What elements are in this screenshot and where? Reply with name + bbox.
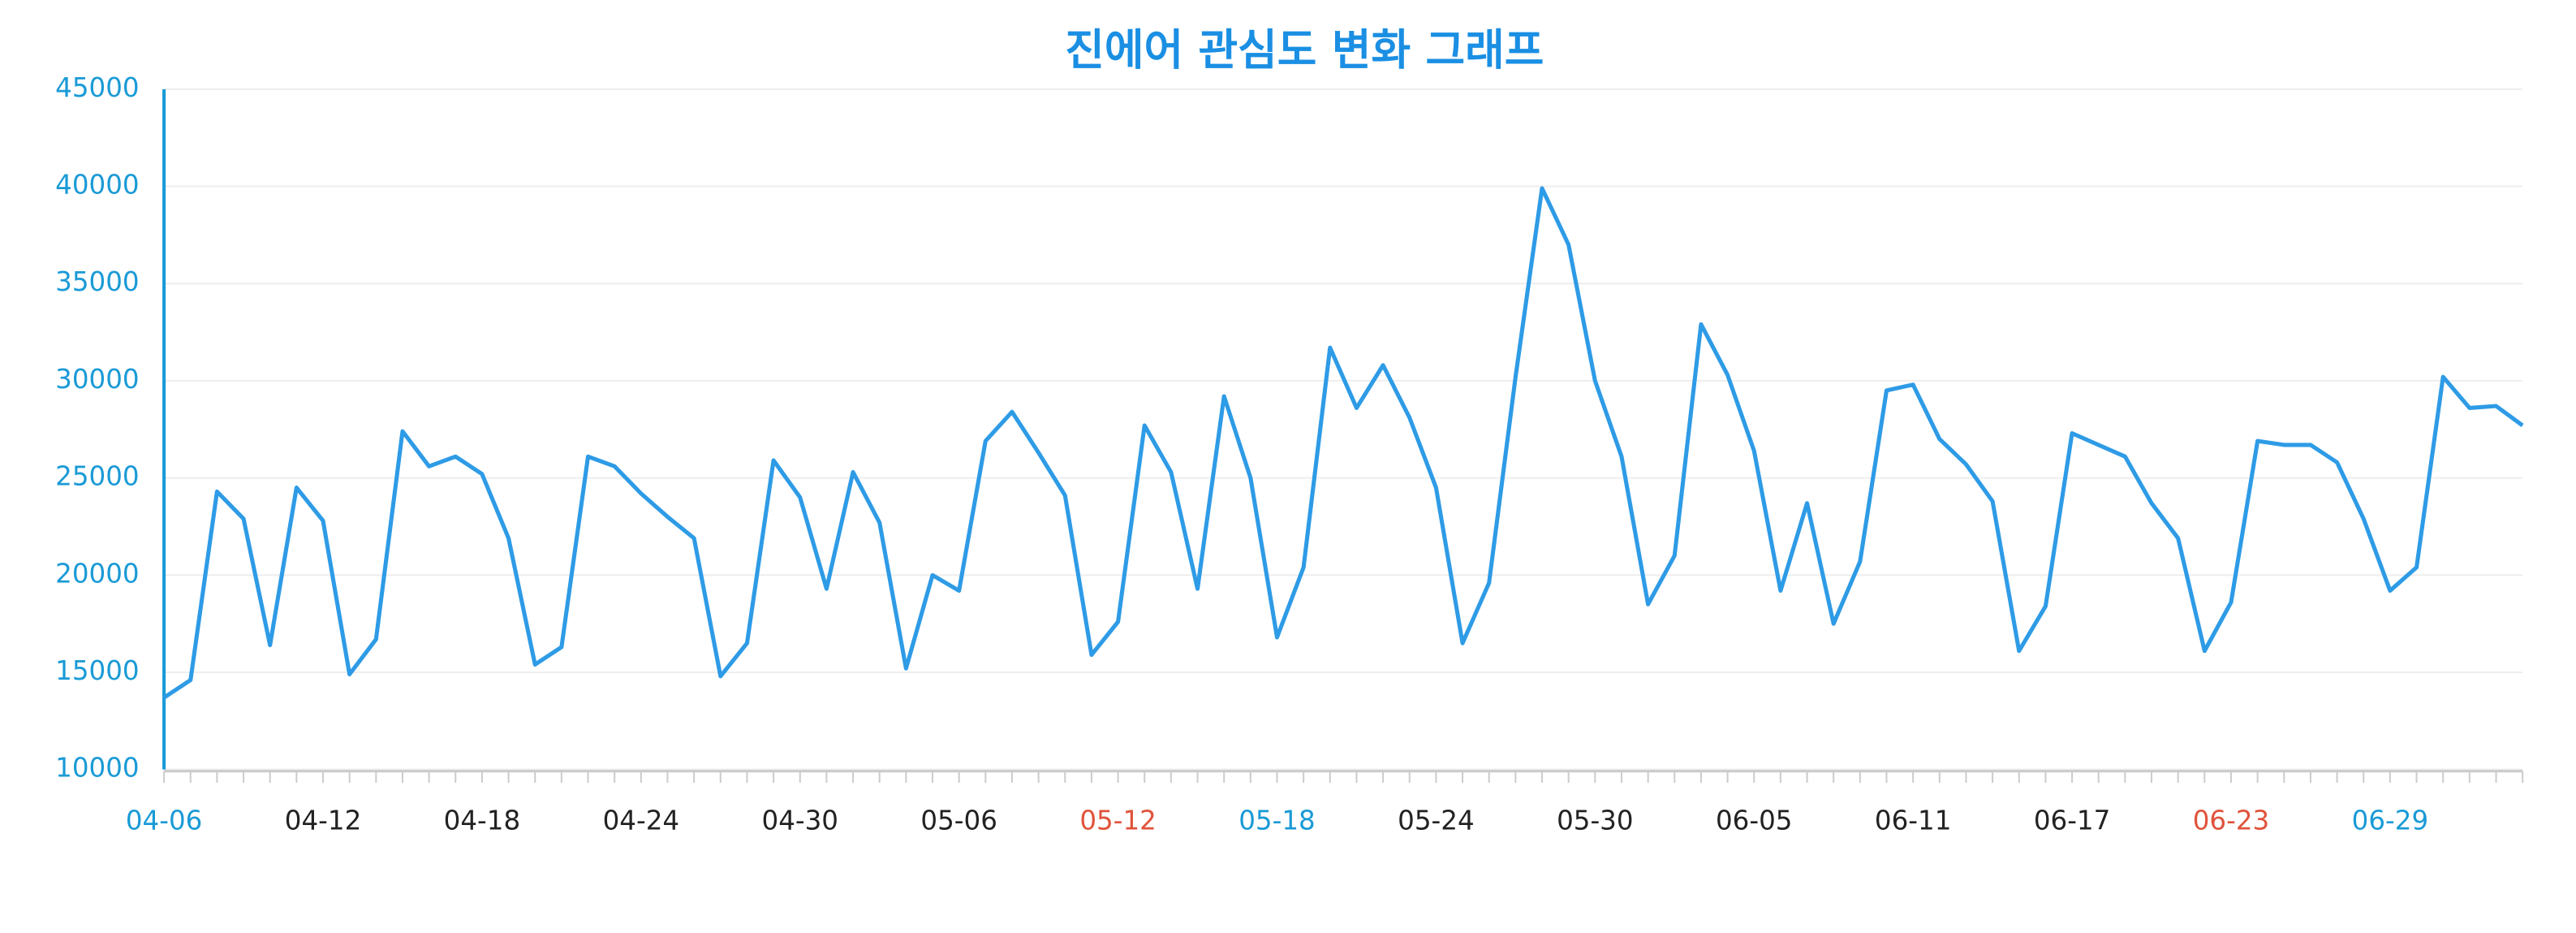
- y-tick-label: 10000: [55, 753, 139, 784]
- x-tick-label: 04-30: [762, 806, 838, 836]
- y-tick-label: 45000: [55, 72, 139, 103]
- x-tick-label: 05-06: [920, 806, 997, 836]
- y-tick-label: 30000: [55, 364, 139, 395]
- x-tick-label: 06-17: [2034, 806, 2110, 836]
- y-tick-label: 25000: [55, 461, 139, 492]
- y-tick-label: 20000: [55, 558, 139, 589]
- y-tick-label: 40000: [55, 170, 139, 201]
- x-tick-label: 05-24: [1398, 806, 1474, 836]
- x-tick-label: 04-18: [444, 806, 520, 836]
- y-tick-label: 15000: [55, 655, 139, 686]
- x-tick-label: 06-05: [1716, 806, 1792, 836]
- x-tick-label: 04-06: [126, 806, 202, 836]
- x-tick-label: 06-11: [1875, 806, 1951, 836]
- chart-title: 진에어 관심도 변화 그래프: [1065, 26, 1544, 76]
- y-tick-label: 35000: [55, 266, 139, 297]
- x-tick-label: 04-24: [603, 806, 679, 836]
- x-tick-label: 04-12: [285, 806, 361, 836]
- x-tick-label: 06-29: [2352, 806, 2428, 836]
- x-tick-label: 05-18: [1238, 806, 1315, 836]
- data-line: [162, 186, 2524, 700]
- x-tick-label: 05-12: [1079, 806, 1156, 836]
- x-tick-label: 05-30: [1557, 806, 1633, 836]
- x-tick-label: 06-23: [2193, 806, 2269, 836]
